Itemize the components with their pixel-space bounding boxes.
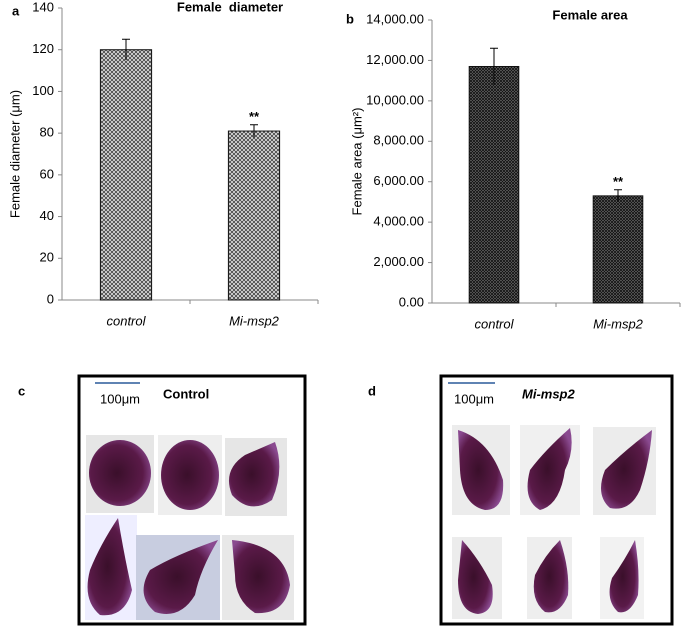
error-bar — [614, 189, 622, 202]
y-tick-label: 60 — [40, 166, 54, 181]
significance-annotation: ** — [249, 109, 260, 124]
y-tick-label: 0.00 — [399, 294, 424, 309]
y-tick-label: 4,000.00 — [373, 214, 424, 229]
y-tick-label: 14,000.00 — [366, 11, 424, 26]
bar — [227, 130, 281, 301]
y-tick-label: 120 — [32, 41, 54, 56]
panel-label: a — [12, 3, 20, 18]
panel-label: b — [346, 11, 354, 26]
panel-title: Mi-msp2 — [522, 386, 576, 401]
scale-bar-label: 100μm — [100, 391, 140, 406]
x-tick-label: control — [474, 316, 514, 331]
y-tick-label: 8,000.00 — [373, 133, 424, 148]
y-tick-label: 10,000.00 — [366, 92, 424, 107]
y-tick-label: 140 — [32, 0, 54, 14]
chart-title: Female area — [552, 7, 628, 22]
error-bar — [490, 47, 498, 85]
panel-label: d — [368, 383, 376, 398]
y-tick-label: 40 — [40, 208, 54, 223]
bar — [99, 49, 153, 301]
x-tick-label: Mi-msp2 — [593, 316, 644, 331]
bar — [468, 65, 520, 304]
y-tick-label: 20 — [40, 250, 54, 265]
y-tick-label: 12,000.00 — [366, 52, 424, 67]
specimen-photos — [452, 425, 656, 619]
panel-title: Control — [163, 386, 209, 401]
y-tick-label: 2,000.00 — [373, 254, 424, 269]
error-bar — [250, 124, 258, 138]
error-bar — [122, 38, 130, 61]
x-tick-label: control — [106, 313, 146, 328]
significance-annotation: ** — [613, 174, 624, 189]
scale-bar-label: 100μm — [454, 391, 494, 406]
y-tick-label: 6,000.00 — [373, 173, 424, 188]
y-tick-label: 80 — [40, 125, 54, 140]
bar — [592, 195, 644, 304]
panel-label: c — [18, 383, 25, 398]
y-axis-label: Female area (μm²) — [349, 108, 364, 216]
chart-title: Female diameter — [177, 0, 283, 14]
y-tick-label: 100 — [32, 83, 54, 98]
specimen-photos — [85, 435, 294, 620]
x-tick-label: Mi-msp2 — [229, 313, 280, 328]
y-axis-label: Female diameter (μm) — [7, 90, 22, 218]
y-tick-label: 0 — [47, 291, 54, 306]
